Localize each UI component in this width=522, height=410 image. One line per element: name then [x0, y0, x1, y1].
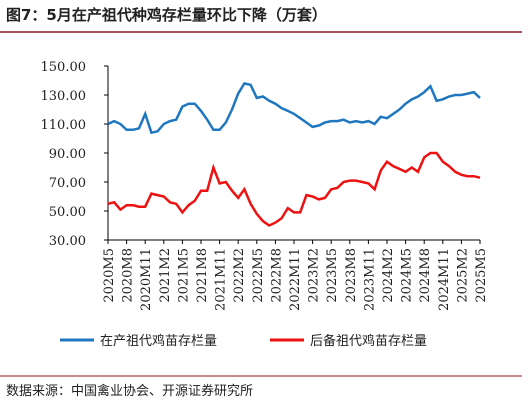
y-tick-label: 110.00	[41, 118, 87, 133]
x-tick-label: 2021M2	[158, 248, 173, 303]
x-tick-label: 2025M5	[474, 248, 489, 303]
x-tick-label: 2024M2	[381, 248, 396, 303]
x-tick-label: 2022M2	[232, 248, 247, 303]
x-tick-label: 2022M8	[269, 248, 284, 303]
x-tick-label: 2024M5	[400, 248, 415, 303]
x-tick-label: 2023M8	[344, 248, 359, 303]
x-tick-label: 2022M11	[288, 248, 303, 311]
x-tick-label: 2023M5	[325, 248, 340, 303]
series-line	[107, 151, 481, 227]
y-tick-label: 150.00	[41, 60, 87, 75]
x-tick-label: 2020M5	[102, 248, 117, 303]
y-tick-label: 50.00	[49, 205, 86, 220]
y-tick-label: 130.00	[41, 89, 87, 104]
x-tick-label: 2021M11	[214, 248, 229, 311]
x-tick-label: 2023M11	[362, 248, 377, 311]
legend-label: 后备祖代鸡苗存栏量	[310, 333, 427, 349]
x-tick-label: 2023M2	[307, 248, 322, 303]
chart-title: 图7：5月在产祖代种鸡存栏量环比下降（万套）	[6, 6, 327, 24]
series-line	[107, 81, 481, 135]
x-tick-label: 2024M8	[418, 248, 433, 303]
y-tick-label: 90.00	[49, 147, 86, 162]
x-tick-label: 2022M5	[251, 248, 266, 303]
x-tick-label: 2020M8	[121, 248, 136, 303]
y-tick-label: 70.00	[49, 176, 86, 191]
legend-label: 在产祖代鸡苗存栏量	[100, 333, 217, 349]
x-tick-label: 2021M8	[195, 248, 210, 303]
x-tick-label: 2025M2	[455, 248, 470, 303]
y-tick-label: 30.00	[49, 234, 86, 249]
x-tick-label: 2020M11	[139, 248, 154, 311]
x-tick-label: 2021M5	[176, 248, 191, 303]
x-tick-label: 2024M11	[437, 248, 452, 311]
source: 数据来源：中国禽业协会、开源证券研究所	[6, 383, 253, 399]
